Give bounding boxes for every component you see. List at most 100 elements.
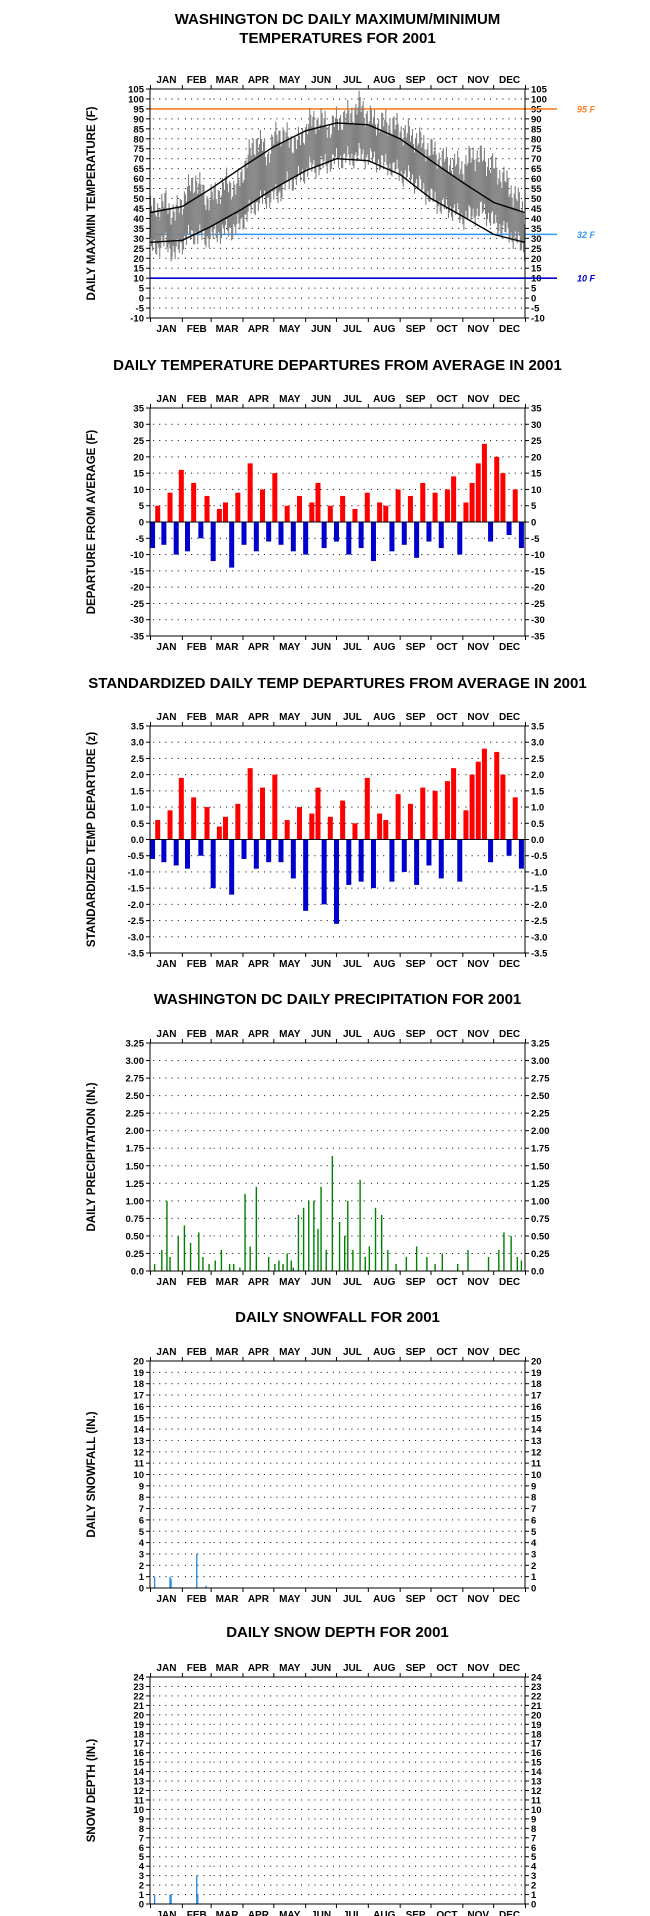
grid-dot <box>159 741 161 743</box>
grid-dot <box>383 790 385 792</box>
grid-dot <box>264 1235 266 1237</box>
grid-dot <box>257 1077 259 1079</box>
grid-dot <box>251 1428 253 1430</box>
grid-dot <box>439 570 441 572</box>
grid-dot <box>209 903 211 905</box>
grid-dot <box>226 1553 228 1555</box>
month-label-bottom: AUG <box>373 324 395 335</box>
grid-dot <box>177 505 179 507</box>
bar-series <box>150 748 524 924</box>
grid-dot <box>383 1077 385 1079</box>
grid-dot <box>191 440 193 442</box>
grid-dot <box>514 257 516 259</box>
grid-dot <box>415 1095 417 1097</box>
grid-dot <box>408 887 410 889</box>
grid-dot <box>339 257 341 259</box>
grid-dot <box>345 903 347 905</box>
grid-dot <box>433 855 435 857</box>
grid-dot <box>502 1217 504 1219</box>
grid-dot <box>301 1182 303 1184</box>
grid-dot <box>320 570 322 572</box>
grid-dot <box>408 267 410 269</box>
y-tick-label-left: 1.0 <box>131 803 144 814</box>
bar <box>302 1207 305 1271</box>
grid-dot <box>520 741 522 743</box>
y-tick-label-left: 20 <box>133 452 144 463</box>
grid-dot <box>197 936 199 938</box>
grid-dot <box>171 903 173 905</box>
y-tick-label-right: 1.00 <box>531 1196 550 1207</box>
grid-dot <box>389 1165 391 1167</box>
grid-dot <box>514 1130 516 1132</box>
grid-dot <box>471 456 473 458</box>
grid-dot <box>159 537 161 539</box>
grid-dot <box>408 297 410 299</box>
grid-dot <box>320 1165 322 1167</box>
grid-dot <box>351 423 353 425</box>
bar <box>333 839 339 924</box>
grid-dot <box>477 537 479 539</box>
grid-dot <box>308 297 310 299</box>
grid-dot <box>471 138 473 140</box>
grid-dot <box>276 570 278 572</box>
grid-dot <box>458 217 460 219</box>
grid-dot <box>171 774 173 776</box>
grid-dot <box>377 790 379 792</box>
y-tick-label-left: 1.75 <box>126 1144 145 1155</box>
grid-dot <box>496 1252 498 1254</box>
grid-dot <box>377 903 379 905</box>
grid-dot <box>270 1182 272 1184</box>
grid-dot <box>209 554 211 556</box>
grid-dot <box>153 178 155 180</box>
grid-dot <box>209 1417 211 1419</box>
bar <box>284 820 290 840</box>
grid-dot <box>282 602 284 604</box>
grid-dot <box>282 920 284 922</box>
bar <box>167 810 173 840</box>
grid-dot <box>477 217 479 219</box>
grid-dot <box>383 1200 385 1202</box>
grid-dot <box>465 1217 467 1219</box>
grid-dot <box>377 178 379 180</box>
bar <box>374 1207 377 1271</box>
grid-dot <box>213 903 215 905</box>
grid-dot <box>203 138 205 140</box>
grid-dot <box>288 1095 290 1097</box>
grid-dot <box>496 128 498 130</box>
grid-dot <box>257 98 259 100</box>
grid-dot <box>264 1060 266 1062</box>
daily-range-series <box>149 90 526 262</box>
grid-dot <box>508 456 510 458</box>
grid-dot <box>238 1130 240 1132</box>
grid-dot <box>427 1200 429 1202</box>
grid-dot <box>332 790 334 792</box>
grid-dot <box>226 887 228 889</box>
grid-dot <box>282 822 284 824</box>
grid-dot <box>232 1519 234 1521</box>
grid-dot <box>332 1112 334 1114</box>
grid-dot <box>301 267 303 269</box>
y-tick-label-left: 1.00 <box>126 1196 145 1207</box>
grid-dot <box>159 887 161 889</box>
grid-dot <box>445 537 447 539</box>
grid-dot <box>433 1130 435 1132</box>
grid-dot <box>421 456 423 458</box>
grid-dot <box>191 757 193 759</box>
grid-dot <box>232 98 234 100</box>
grid-dot <box>314 1095 316 1097</box>
grid-dot <box>219 440 221 442</box>
grid-dot <box>301 217 303 219</box>
grid-dot <box>251 586 253 588</box>
grid-dot <box>213 287 215 289</box>
grid-dot <box>294 237 296 239</box>
grid-dot <box>245 1496 247 1498</box>
grid-dot <box>245 920 247 922</box>
grid-dot <box>427 217 429 219</box>
grid-dot <box>251 920 253 922</box>
grid-dot <box>159 871 161 873</box>
grid-dot <box>320 774 322 776</box>
grid-dot <box>345 741 347 743</box>
grid-dot <box>452 128 454 130</box>
grid-dot <box>377 257 379 259</box>
grid-dot <box>238 1405 240 1407</box>
